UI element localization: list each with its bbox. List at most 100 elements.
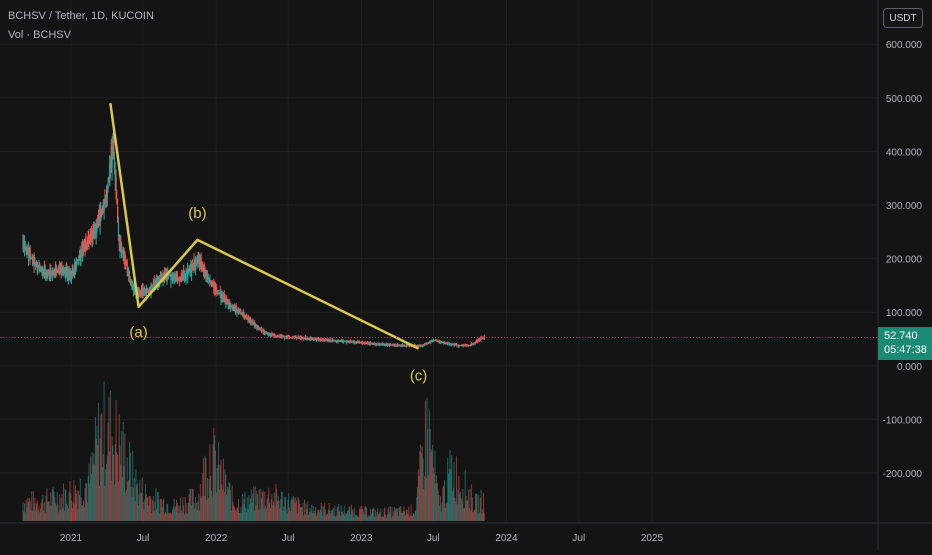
volume-bar (196, 510, 198, 521)
volume-bar (353, 517, 355, 521)
volume-bar (444, 508, 446, 521)
price-candle (52, 270, 54, 273)
price-candle (325, 338, 327, 341)
y-tick-label: 300.000 (886, 201, 923, 212)
volume-bar (187, 513, 189, 521)
volume-bar (28, 497, 30, 521)
volume-bar (59, 494, 61, 521)
volume-bar (464, 469, 466, 521)
price-candle (92, 226, 94, 240)
price-candle (346, 341, 349, 343)
price-candle (303, 337, 305, 340)
price-candle (336, 340, 338, 342)
price-candle (54, 270, 56, 272)
price-candle (115, 177, 117, 195)
volume-bar (79, 478, 81, 521)
volume-bar (72, 501, 74, 521)
volume-bar (463, 507, 465, 521)
price-candle (76, 262, 78, 264)
volume-bar (482, 492, 484, 521)
volume-bar (480, 489, 482, 521)
price-candle (266, 332, 268, 335)
volume-bar (460, 498, 462, 521)
price-candle (344, 341, 346, 343)
price-candle (171, 275, 173, 278)
volume-bar (269, 502, 271, 521)
volume-bar (226, 487, 228, 521)
volume-bar (84, 488, 86, 521)
volume-bar (336, 507, 338, 521)
price-candle (339, 340, 342, 342)
volume-bar (468, 507, 470, 521)
volume-bar (288, 507, 290, 521)
price-candle (128, 270, 130, 281)
price-candle (267, 333, 269, 335)
volume-bar (43, 510, 45, 521)
volume-bar (441, 502, 443, 521)
volume-bar (156, 491, 158, 521)
price-candle (311, 338, 313, 340)
volume-bar (99, 438, 101, 521)
x-tick-label: 2023 (350, 533, 373, 544)
price-candle (298, 336, 300, 339)
price-candle (416, 345, 419, 348)
price-candle (450, 343, 452, 346)
price-candle (400, 344, 402, 347)
price-candle (213, 280, 215, 291)
volume-bar (45, 495, 47, 521)
volume-bar (32, 491, 34, 521)
price-candle (28, 251, 31, 256)
price-candle (401, 344, 403, 347)
price-candle (418, 344, 420, 347)
price-candle (278, 335, 280, 338)
price-candle (308, 338, 311, 340)
price-candle (156, 277, 159, 288)
volume-bar (277, 496, 279, 521)
price-candle (230, 305, 233, 307)
volume-bar (204, 455, 206, 521)
volume-bar (409, 517, 411, 521)
volume-bar (148, 495, 150, 521)
volume-bar (306, 508, 308, 521)
price-candle (332, 339, 334, 342)
volume-bar (76, 490, 78, 521)
price-candle (192, 264, 194, 266)
price-candle (42, 267, 44, 277)
price-candle (203, 267, 206, 275)
volume-bar (458, 475, 460, 521)
price-candle (130, 279, 132, 287)
price-candle (190, 264, 192, 276)
price-candle (86, 241, 89, 244)
price-axis[interactable]: 600.000 500.000 400.000 300.000 200.000 100.0… (883, 40, 923, 480)
price-series (22, 132, 485, 349)
price-candle (483, 335, 485, 340)
volume-bar (136, 485, 138, 521)
volume-bar (366, 517, 368, 521)
volume-bar (385, 514, 387, 521)
volume-bar (429, 429, 431, 521)
price-candle (108, 177, 110, 182)
currency-unit-button[interactable]: USDT (883, 8, 923, 28)
volume-bar (455, 456, 457, 521)
volume-bar (314, 510, 316, 521)
volume-bar (404, 511, 406, 521)
price-candle (226, 297, 228, 305)
price-candle (442, 342, 444, 344)
price-candle (167, 271, 169, 280)
time-axis[interactable]: 2021 Jul 2022 Jul 2023 Jul 2024 Jul 2025 (60, 533, 664, 544)
volume-indicator-label[interactable]: Vol · BCHSV (8, 29, 71, 41)
volume-bar (363, 514, 365, 521)
y-tick-label: 600.000 (886, 40, 923, 51)
price-candle (371, 342, 373, 345)
volume-bar (328, 502, 330, 521)
volume-bar (61, 493, 63, 521)
price-candle (463, 345, 466, 347)
price-candle (280, 334, 282, 338)
volume-bar (112, 445, 114, 521)
price-candle (69, 272, 71, 276)
price-candle (32, 258, 34, 261)
price-candle (331, 340, 333, 342)
volume-bar (313, 512, 315, 521)
